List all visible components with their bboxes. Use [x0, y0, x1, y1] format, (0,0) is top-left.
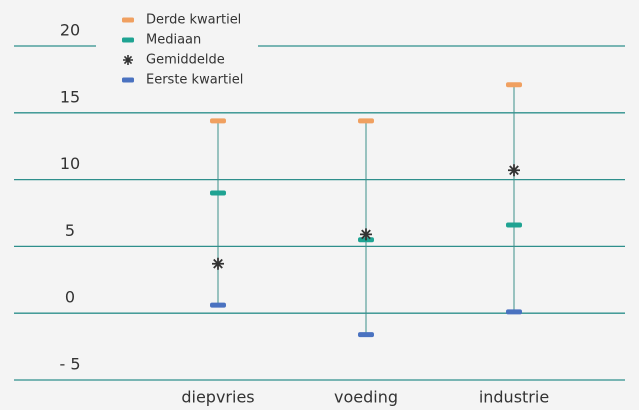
legend-label: Derde kwartiel	[146, 13, 241, 28]
legend-label: Eerste kwartiel	[146, 73, 243, 88]
data-point	[210, 190, 226, 196]
y-tick-label: 15	[60, 87, 80, 106]
y-tick-label: 10	[60, 154, 80, 173]
data-point	[506, 222, 522, 228]
y-tick-label: 0	[65, 288, 75, 307]
data-point	[506, 82, 522, 88]
legend-label: Mediaan	[146, 33, 201, 48]
x-tick-label: industrie	[479, 388, 549, 407]
legend-marker	[122, 37, 134, 43]
x-tick-label: diepvries	[181, 388, 254, 407]
data-point	[358, 332, 374, 338]
data-point	[212, 257, 224, 270]
data-point	[210, 302, 226, 308]
data-point	[506, 309, 522, 315]
legend-marker	[122, 17, 134, 23]
x-tick-label: voeding	[334, 388, 398, 407]
data-point	[508, 164, 520, 177]
data-point	[358, 118, 374, 124]
y-tick-label: 5	[65, 221, 75, 240]
legend-box	[96, 10, 258, 100]
y-tick-label: - 5	[59, 355, 80, 374]
legend-marker	[122, 77, 134, 83]
legend-label: Gemiddelde	[146, 53, 225, 68]
data-point	[360, 228, 372, 241]
y-tick-label: 20	[60, 21, 80, 40]
legend-marker	[123, 55, 133, 65]
data-point	[210, 118, 226, 124]
